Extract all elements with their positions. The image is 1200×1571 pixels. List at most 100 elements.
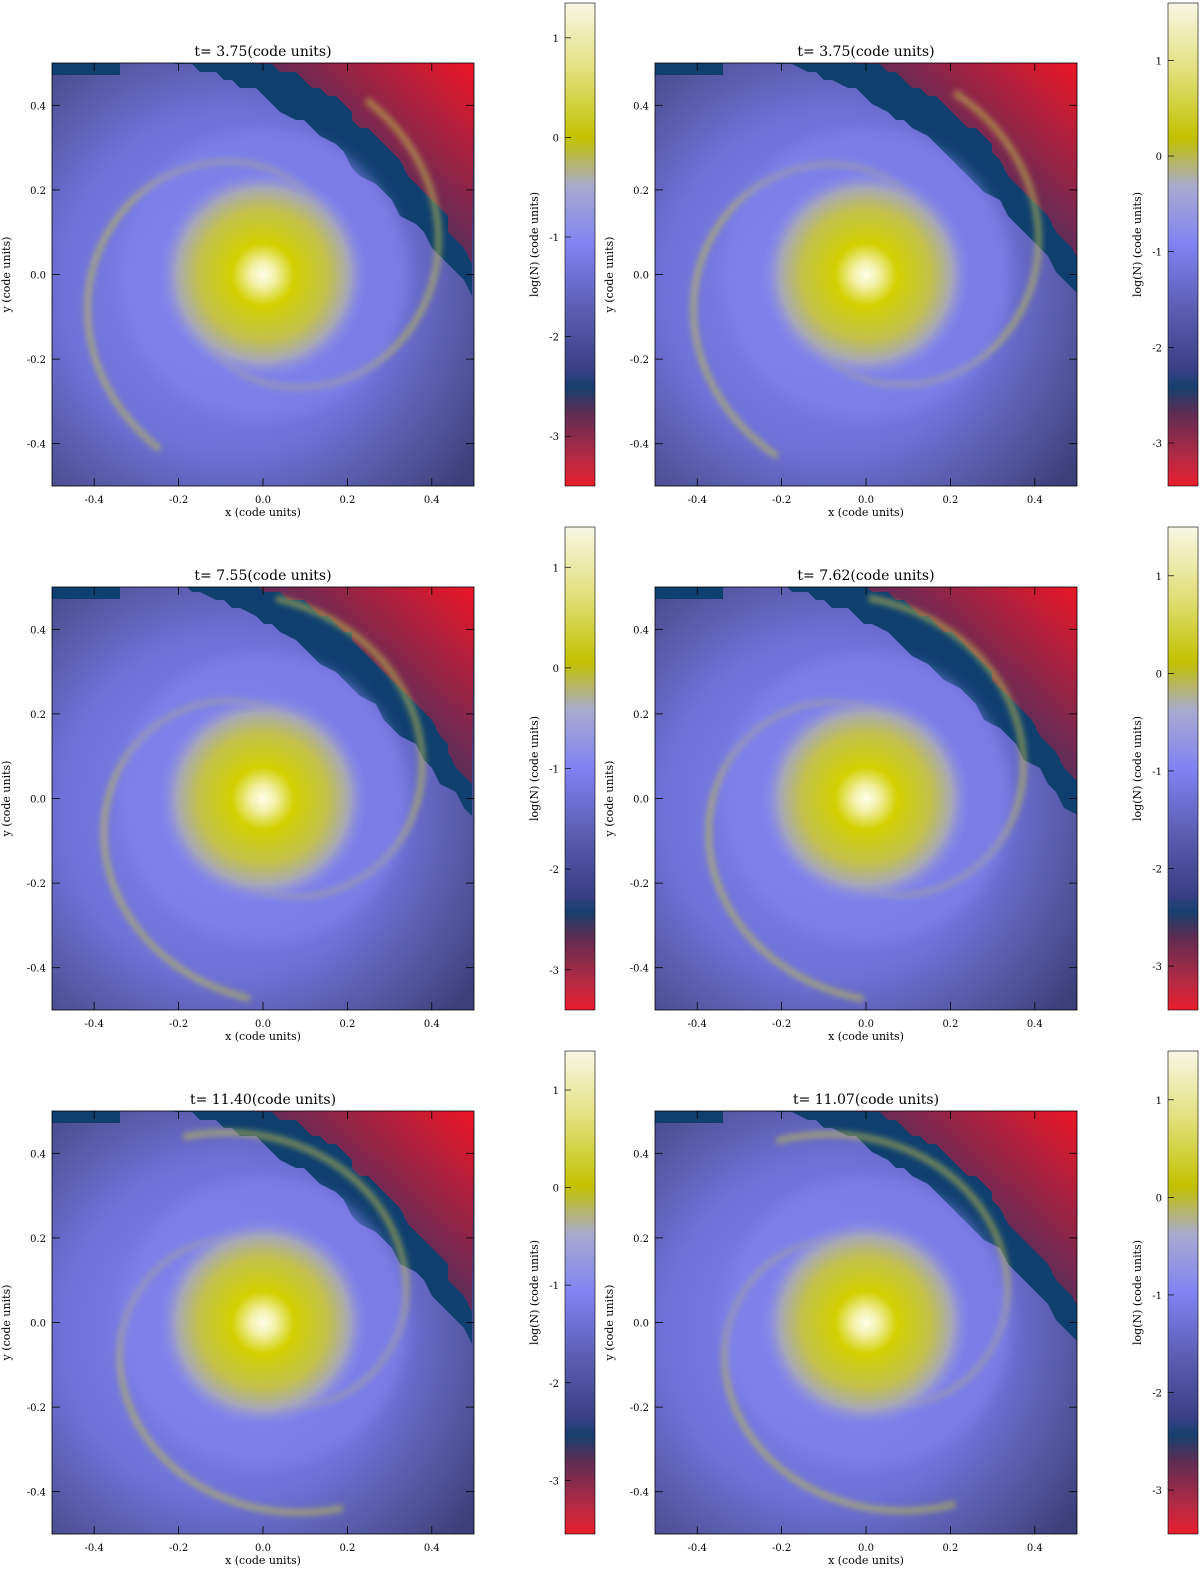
x-tick-label: -0.2 [772,495,791,506]
colorbar-tick-label: 1 [1156,572,1162,583]
panel: -0.4 -0.4 -0.2 -0.2 0.0 0.0 0.2 0.2 0.4 0.4 t= 7.6… [603,568,1078,1043]
x-tick-label: -0.2 [772,1019,791,1030]
core-disk [761,169,971,380]
x-tick-label: -0.4 [688,1543,707,1554]
boundary-strip [655,587,723,599]
y-tick-label: 0.0 [30,795,46,806]
y-tick-label: 0.4 [30,1149,46,1160]
colorbar-tick-label: -3 [549,432,559,443]
density-map [52,587,474,1010]
boundary-strip [52,63,120,75]
boundary-strip [655,63,723,75]
colorbar-tick-label: -2 [549,1379,559,1390]
colorbar: -3 -2 -1 0 1 log(N) (code units) [528,526,596,1011]
x-axis-label: x (code units) [225,1554,301,1567]
y-tick-label: -0.4 [630,1488,649,1499]
y-tick-label: 0.0 [633,271,649,282]
colorbar-tick-label: -3 [1152,439,1162,450]
y-tick-label: 0.0 [633,1319,649,1330]
x-tick-label: 0.4 [1027,1019,1043,1030]
panel-title: t= 3.75(code units) [797,44,934,60]
x-tick-label: 0.4 [424,495,440,506]
y-tick-label: -0.2 [27,879,46,890]
x-tick-label: -0.2 [169,1543,188,1554]
core-disk [761,693,971,904]
y-tick-label: 0.2 [30,1234,46,1245]
colorbar-tick-label: -3 [1152,1486,1162,1497]
outer-wedge [252,1111,474,1312]
colorbar-tick-label: -1 [1152,767,1162,778]
core-disk [158,693,368,904]
x-tick-label: 0.4 [424,1543,440,1554]
y-tick-label: 0.0 [30,271,46,282]
outer-wedge [855,1111,1077,1306]
y-tick-label: -0.2 [630,355,649,366]
panel-title: t= 3.75(code units) [194,44,331,60]
y-axis-label: y (code units) [603,237,616,314]
x-tick-label: -0.2 [169,1019,188,1030]
x-tick-label: 0.2 [942,1019,958,1030]
outer-wedge [855,63,1077,258]
x-tick-label: 0.4 [424,1019,440,1030]
core-disk [158,1217,368,1428]
boundary-strip [655,1111,723,1123]
colorbar-label: log(N) (code units) [1131,1240,1144,1345]
x-tick-label: 0.0 [255,1543,271,1554]
colorbar-gradient [1168,3,1198,486]
y-tick-label: 0.4 [633,101,649,112]
colorbar-tick-label: -1 [1152,248,1162,259]
panel-title: t= 11.07(code units) [793,1092,939,1108]
x-tick-label: -0.4 [688,495,707,506]
colorbar-tick-label: -3 [1152,962,1162,973]
colorbar-tick-label: 0 [553,133,559,144]
x-axis-label: x (code units) [225,1030,301,1043]
colorbar-gradient [565,1051,595,1534]
colorbar-tick-label: 1 [553,563,559,574]
density-map [52,63,474,486]
x-tick-label: 0.2 [942,1543,958,1554]
outer-wedge [252,63,474,264]
y-axis-label: y (code units) [0,1285,13,1362]
outer-wedge [252,587,474,784]
x-tick-label: 0.4 [1027,495,1043,506]
colorbar-gradient [1168,1051,1198,1534]
colorbar: -3 -2 -1 0 1 log(N) (code units) [1131,526,1199,1011]
colorbar-tick-label: 0 [553,664,559,675]
panel: -0.4 -0.4 -0.2 -0.2 0.0 0.0 0.2 0.2 0.4 0.4 t= 11.… [0,1092,475,1567]
panel: -0.4 -0.4 -0.2 -0.2 0.0 0.0 0.2 0.2 0.4 0.4 t= 11.… [603,1092,1078,1567]
x-axis-label: x (code units) [225,506,301,519]
y-tick-label: 0.2 [30,186,46,197]
panel-title: t= 7.62(code units) [797,568,934,584]
colorbar-label: log(N) (code units) [1131,192,1144,297]
panel-title: t= 11.40(code units) [190,1092,336,1108]
y-tick-label: 0.0 [633,795,649,806]
x-tick-label: 0.4 [1027,1543,1043,1554]
density-map [52,1111,474,1534]
x-tick-label: 0.2 [339,1543,355,1554]
colorbar-tick-label: -2 [1152,1389,1162,1400]
colorbar-tick-label: -2 [549,333,559,344]
x-tick-label: 0.0 [255,495,271,506]
colorbar: -3 -2 -1 0 1 log(N) (code units) [528,2,596,487]
y-tick-label: 0.0 [30,1319,46,1330]
boundary-strip [52,1111,120,1123]
x-tick-label: -0.4 [688,1019,707,1030]
x-axis-label: x (code units) [828,1030,904,1043]
x-tick-label: -0.2 [772,1543,791,1554]
y-tick-label: -0.2 [27,1403,46,1414]
y-tick-label: 0.2 [633,1234,649,1245]
colorbar-frame [1167,2,1199,487]
x-tick-label: 0.0 [858,1543,874,1554]
colorbar-frame [1167,1050,1199,1535]
colorbar-tick-label: -1 [549,233,559,244]
colorbar-label: log(N) (code units) [528,192,541,297]
y-axis-label: y (code units) [0,761,13,838]
panel: -0.4 -0.4 -0.2 -0.2 0.0 0.0 0.2 0.2 0.4 0.4 t= 3.7… [0,44,475,519]
y-tick-label: -0.2 [630,879,649,890]
density-map [655,1111,1077,1534]
x-tick-label: 0.2 [339,495,355,506]
panel: -0.4 -0.4 -0.2 -0.2 0.0 0.0 0.2 0.2 0.4 0.4 t= 7.5… [0,568,475,1043]
colorbar-tick-label: -2 [549,865,559,876]
colorbar-tick-label: 1 [1156,56,1162,67]
